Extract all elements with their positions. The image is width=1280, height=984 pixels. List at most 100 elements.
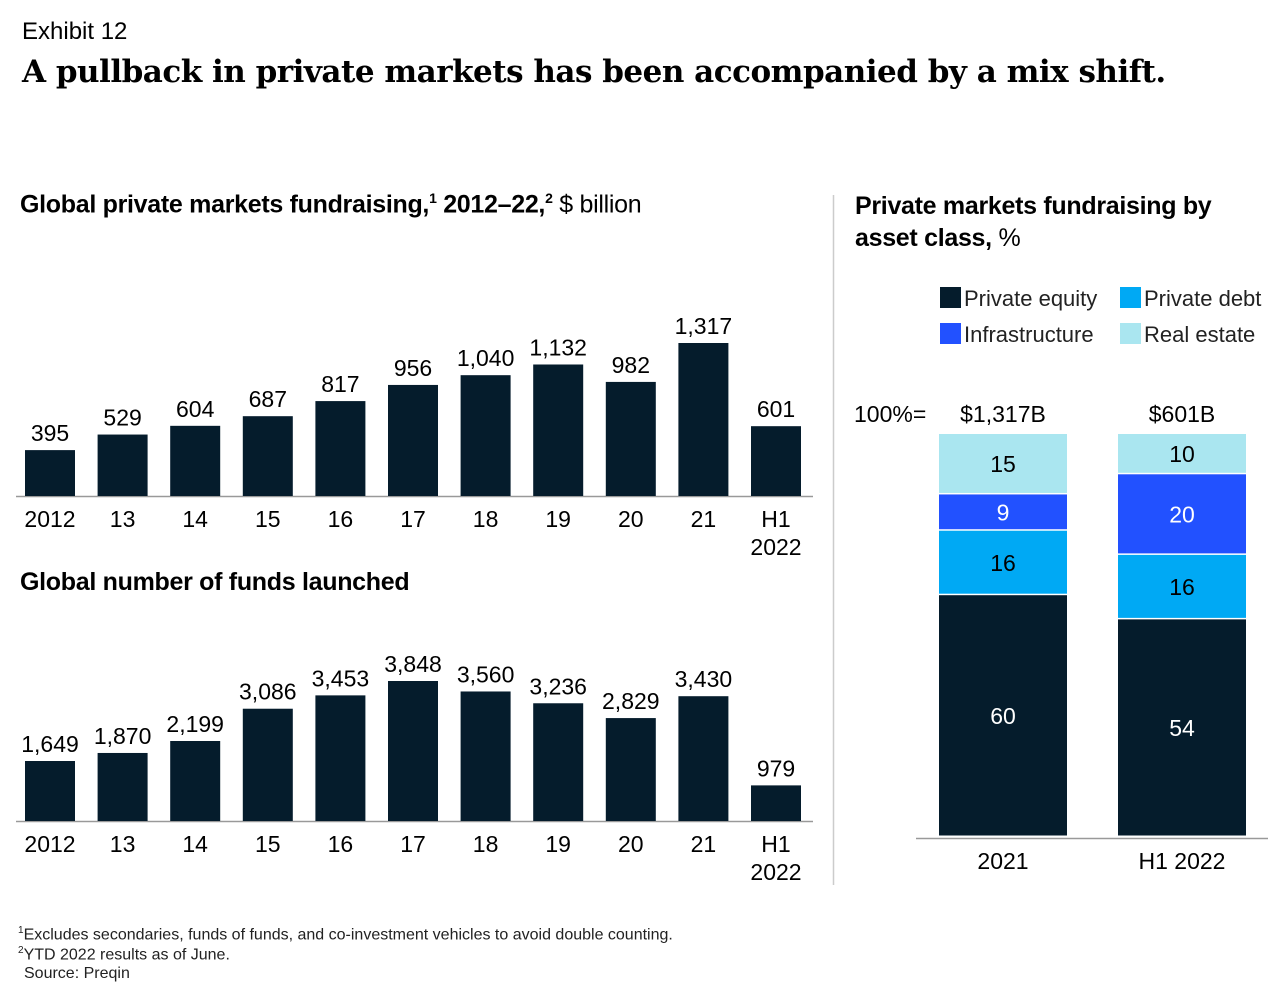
chart2-x-tick-label: 16 [328, 831, 354, 857]
chart1-x-tick-label: 20 [618, 506, 644, 532]
chart1-x-tick-label: 13 [110, 506, 136, 532]
chart1-value-label: 817 [321, 371, 359, 397]
chart2-bar [97, 752, 148, 821]
chart3-segment-label: 9 [997, 500, 1010, 526]
chart1-value-label: 982 [612, 352, 650, 378]
chart2-value-label: 3,560 [457, 661, 515, 687]
chart2-bar [751, 785, 801, 821]
chart2-x-tick-label: 15 [255, 831, 281, 857]
chart2-title: Global number of funds launched [20, 568, 410, 596]
chart2-bar [315, 695, 366, 821]
chart2-value-label: 3,430 [675, 666, 733, 692]
chart3-segment [939, 494, 1067, 530]
footnote-ref-2: 2 [545, 190, 553, 206]
chart1-x-tick-label: 17 [400, 506, 426, 532]
chart3-segment-label: 15 [990, 451, 1016, 477]
chart1-x-tick-label: 16 [328, 506, 354, 532]
legend-swatch [940, 287, 961, 308]
bar-total-label: $1,317B [960, 401, 1046, 427]
chart2-x-tick-label: 20 [618, 831, 644, 857]
chart3-segment-label: 16 [1169, 574, 1195, 600]
chart1-value-label: 956 [394, 355, 432, 381]
chart1-value-label: 395 [31, 420, 69, 446]
chart1-value-label: 529 [103, 405, 141, 431]
chart1-x-tick-label: 19 [545, 506, 571, 532]
chart2-value-label: 1,649 [21, 731, 79, 757]
chart2-x-tick-label: 21 [691, 831, 717, 857]
footnote-1-mark: 1 [18, 925, 24, 936]
chart1-x-tick-label: 14 [182, 506, 208, 532]
chart1-bar [533, 364, 584, 496]
legend-swatch [1120, 287, 1141, 308]
chart2-bar [460, 691, 511, 821]
chart3-x-tick-label: 2021 [977, 848, 1028, 874]
chart1-bar [97, 434, 148, 496]
chart1-title-years: 2012–22, [436, 190, 546, 219]
chart1-x-tick-label: 21 [691, 506, 717, 532]
chart1-value-label: 687 [249, 386, 287, 412]
chart3-segment-label: 54 [1169, 715, 1195, 741]
chart2-value-label: 979 [757, 755, 795, 781]
chart3-segment [939, 595, 1067, 836]
chart3-segment-label: 20 [1169, 502, 1195, 528]
chart3-x-tick-label: H1 2022 [1139, 848, 1226, 874]
chart1-value-label: 601 [757, 396, 795, 422]
chart2-bar [678, 696, 729, 821]
legend-label: Real estate [1144, 322, 1255, 347]
chart2-bar [605, 718, 656, 821]
legend-label: Private equity [964, 286, 1097, 311]
chart2-bar [25, 761, 75, 821]
chart2-bar [388, 681, 438, 821]
footnote-2-text: YTD 2022 results as of June. [23, 946, 230, 964]
chart1-value-label: 1,132 [529, 334, 587, 360]
chart3-segment [939, 434, 1067, 493]
chart3-segment [1118, 474, 1246, 554]
chart1-bar [315, 401, 366, 496]
legend-label: Private debt [1144, 286, 1261, 311]
chart2-value-label: 2,199 [166, 711, 224, 737]
chart1-bar [388, 384, 438, 496]
chart1-bar [242, 416, 293, 496]
chart2-x-tick-label: 17 [400, 831, 426, 857]
chart1-title-main: Global private markets fundraising, [20, 190, 430, 219]
chart1-title-unit: $ billion [552, 190, 642, 219]
chart2-bar [170, 740, 221, 821]
chart2-x-tick-label: 13 [110, 831, 136, 857]
chart3-segment-label: 60 [990, 703, 1016, 729]
footnote-2-mark: 2 [18, 945, 24, 956]
chart2-x-tick-label: H1 [761, 831, 790, 857]
chart1-value-label: 1,317 [675, 313, 733, 339]
chart2-bar [533, 703, 584, 821]
footnote-ref-1: 1 [429, 190, 437, 206]
chart2-value-label: 1,870 [94, 723, 152, 749]
total-prefix-label: 100%= [854, 401, 926, 427]
footnote-1-text: Excludes secondaries, funds of funds, an… [23, 926, 673, 944]
chart2-value-label: 3,236 [529, 673, 587, 699]
chart1-title: Global private markets fundraising,1 201… [20, 190, 642, 219]
chart1-bar [751, 426, 801, 496]
legend-swatch [1120, 323, 1141, 344]
legend-swatch [940, 323, 961, 344]
headline: A pullback in private markets has been a… [22, 54, 1166, 90]
chart1-value-label: 604 [176, 396, 215, 422]
chart3-title-line2: asset class, [855, 224, 992, 252]
chart1-x-tick-label: 15 [255, 506, 281, 532]
chart1-bar [170, 425, 221, 496]
chart1-x-tick-label: 18 [473, 506, 499, 532]
legend-label: Infrastructure [964, 322, 1094, 347]
chart1-bar [678, 343, 729, 496]
chart3-title-unit: % [991, 224, 1021, 252]
chart2-x-tick-label: 2022 [750, 859, 801, 885]
chart3-segment [1118, 554, 1246, 618]
chart3-segment [1118, 619, 1246, 836]
chart1-value-label: 1,040 [457, 345, 515, 371]
chart3-title-line1: Private markets fundraising by [855, 192, 1212, 220]
chart1-bar [25, 450, 75, 496]
exhibit-label: Exhibit 12 [22, 18, 128, 45]
chart2-x-tick-label: 14 [182, 831, 208, 857]
chart2-value-label: 3,453 [312, 665, 370, 691]
chart3-segment-label: 16 [990, 550, 1016, 576]
chart2-bar [242, 708, 293, 821]
chart1-x-tick-label: 2022 [750, 534, 801, 560]
bar-total-label: $601B [1149, 401, 1216, 427]
